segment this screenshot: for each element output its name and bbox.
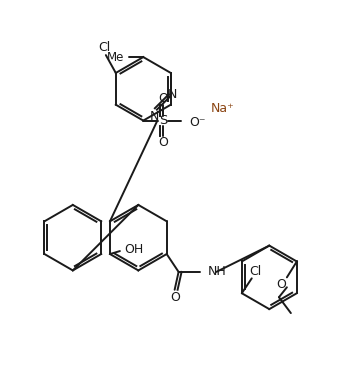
Text: S: S [159,114,167,127]
Text: Cl: Cl [249,265,262,278]
Text: Na⁺: Na⁺ [211,102,235,115]
Text: NH: NH [207,265,226,278]
Text: O: O [171,291,180,304]
Text: O: O [276,278,286,291]
Text: O: O [158,92,168,105]
Text: O: O [158,136,168,149]
Text: Cl: Cl [98,41,110,54]
Text: O⁻: O⁻ [189,116,205,129]
Text: Me: Me [107,50,124,64]
Text: OH: OH [124,242,143,256]
Text: N: N [168,88,178,101]
Text: N: N [150,110,160,123]
